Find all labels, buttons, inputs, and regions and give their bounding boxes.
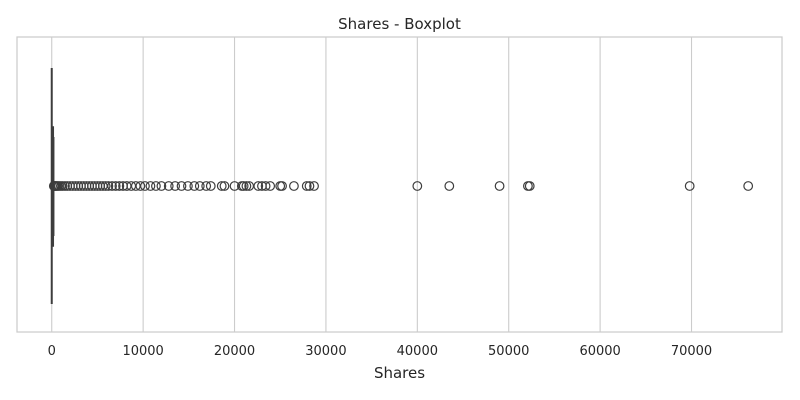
outlier-point-62 <box>309 181 319 191</box>
plot-frame <box>16 36 783 333</box>
x-tick-label-0: 0 <box>48 344 56 359</box>
outlier-point-39 <box>170 181 181 191</box>
outlier-point-60 <box>301 181 312 191</box>
x-axis-label: Shares <box>374 364 425 382</box>
outlier-point-34 <box>140 181 150 191</box>
chart-title: Shares - Boxplot <box>338 15 461 33</box>
x-tick-label-40000: 40000 <box>397 344 438 359</box>
outlier-point-56 <box>265 181 276 191</box>
gridlines <box>51 37 693 332</box>
x-tick-label-20000: 20000 <box>214 344 255 359</box>
x-tick-labels: 0 10000 20000 30000 40000 50000 60000 70000 <box>48 344 713 359</box>
outlier-point-37 <box>156 181 167 191</box>
outlier-point-26 <box>107 181 117 191</box>
outlier-point-27 <box>110 181 121 191</box>
outlier-point-59 <box>289 181 299 191</box>
outlier-point-47 <box>219 181 230 191</box>
outlier-point-65 <box>494 181 505 191</box>
outlier-point-35 <box>145 181 156 191</box>
outlier-point-67 <box>524 181 535 191</box>
outlier-point-50 <box>238 181 249 191</box>
outlier-point-42 <box>189 181 200 191</box>
outlier-point-46 <box>216 181 227 191</box>
outlier-point-61 <box>304 181 315 191</box>
outlier-point-24 <box>100 181 111 191</box>
outlier-point-58 <box>277 181 287 191</box>
outlier-point-43 <box>194 181 205 191</box>
outlier-point-36 <box>151 181 161 191</box>
x-tick-label-30000: 30000 <box>305 344 346 359</box>
outlier-point-41 <box>183 181 193 191</box>
outlier-point-64 <box>444 181 455 191</box>
outlier-point-33 <box>135 181 146 191</box>
outlier-point-51 <box>241 181 252 191</box>
outlier-point-45 <box>205 181 216 191</box>
x-tick-label-60000: 60000 <box>579 344 620 359</box>
x-tick-label-50000: 50000 <box>488 344 529 359</box>
x-tick-label-70000: 70000 <box>671 344 712 359</box>
outlier-point-44 <box>201 181 212 191</box>
outlier-point-28 <box>114 181 125 191</box>
outlier-points <box>48 181 754 191</box>
outlier-point-38 <box>163 181 174 191</box>
outlier-point-25 <box>103 181 114 191</box>
outlier-point-53 <box>253 181 264 191</box>
outlier-point-63 <box>412 181 423 191</box>
x-tick-label-10000: 10000 <box>122 344 163 359</box>
outlier-point-55 <box>260 181 271 191</box>
outlier-point-69 <box>743 181 754 191</box>
outlier-point-68 <box>684 181 695 191</box>
outlier-point-40 <box>176 181 187 191</box>
